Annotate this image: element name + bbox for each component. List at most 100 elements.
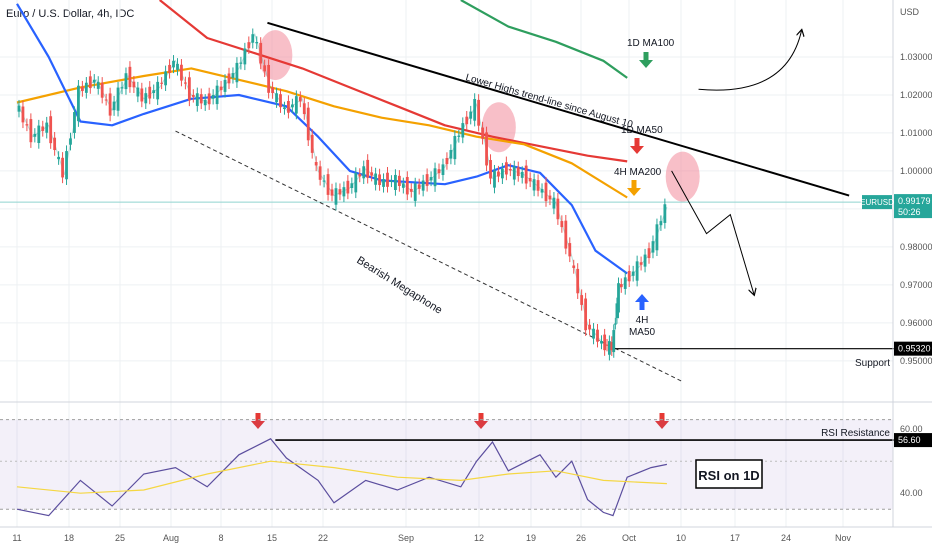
candle-body <box>350 183 354 189</box>
ma50-down-arrow-icon-stem <box>634 138 640 146</box>
candle-body <box>564 220 568 249</box>
candle-body <box>643 254 647 267</box>
symbol-badge-label: EURUSD <box>860 198 894 207</box>
projection-path <box>671 170 754 295</box>
chart-title: Euro / U.S. Dollar, 4h, IDC <box>6 8 135 20</box>
candle-body <box>465 116 469 125</box>
x-tick-label: 10 <box>676 533 686 543</box>
candle-body <box>17 105 21 112</box>
symbol-badge <box>862 195 892 210</box>
x-tick-label: Aug <box>163 533 179 543</box>
x-tick-label: Oct <box>622 533 637 543</box>
candle-body <box>25 124 29 126</box>
candle-body <box>306 107 310 141</box>
candle-body <box>195 93 199 106</box>
candle-body <box>520 171 524 178</box>
candle-body <box>548 195 552 200</box>
candle-body <box>271 87 274 94</box>
candle-body <box>584 298 588 331</box>
ma50-4h-up-arrow-icon-stem <box>639 302 645 310</box>
candle-body <box>572 265 576 268</box>
rsi-down-arrow-icon-1 <box>251 421 265 429</box>
rsi-down-arrow-icon-2 <box>474 421 488 429</box>
candle-body <box>53 137 57 151</box>
candle-body <box>501 168 504 179</box>
ma200-down-arrow-icon-stem <box>631 180 637 188</box>
candle-body <box>92 79 96 83</box>
candle-body <box>477 99 481 126</box>
candle-body <box>655 224 659 251</box>
candle-body <box>421 180 425 191</box>
price-badge-value: 0.99179 <box>898 196 931 206</box>
candle-body <box>160 82 164 84</box>
candle-body <box>290 104 294 108</box>
ma50-4h-label-line2: MA50 <box>629 327 656 338</box>
candle-body <box>77 85 80 122</box>
candle-body <box>532 179 536 191</box>
candle-body <box>528 178 532 182</box>
candle-body <box>366 159 370 178</box>
candle-body <box>453 136 457 160</box>
candle-body <box>580 295 584 305</box>
candle-body <box>267 64 271 93</box>
ma200-label: 4H MA200 <box>614 167 662 178</box>
candle-body <box>65 151 68 180</box>
candle-body <box>612 330 616 353</box>
support-badge-value: 0.95320 <box>898 344 931 354</box>
candle-body <box>397 175 401 186</box>
candle-body <box>358 173 362 177</box>
rsi-line-rsi <box>16 438 668 517</box>
candle-body <box>401 183 405 188</box>
ma50-4h-label-line1: 4H <box>636 315 649 326</box>
candle-body <box>354 173 358 193</box>
candle-body <box>592 328 595 339</box>
candle-body <box>279 94 282 108</box>
x-tick-label: 22 <box>318 533 328 543</box>
candle-body <box>334 188 338 205</box>
candle-body <box>243 48 247 65</box>
candle-body <box>207 93 211 105</box>
lower-highs-trendline <box>267 21 850 197</box>
x-tick-label: 18 <box>64 533 74 543</box>
candle-body <box>215 85 219 105</box>
candle-body <box>251 34 255 43</box>
candle-body <box>259 42 263 64</box>
rsi-line-rsi-ma <box>16 460 667 494</box>
candle-body <box>342 187 346 197</box>
candle-body <box>283 107 286 110</box>
candle-body <box>235 62 239 83</box>
x-tick-label: 19 <box>526 533 536 543</box>
candle-body <box>508 169 512 171</box>
candle-body <box>314 161 318 166</box>
candle-body <box>223 79 227 92</box>
candle-body <box>263 65 267 72</box>
ma-line-1d-ma100 <box>460 0 628 79</box>
candle-body <box>49 116 53 144</box>
support-label: Support <box>855 358 890 369</box>
candle-body <box>41 126 45 131</box>
candle-body <box>425 174 429 186</box>
candle-body <box>61 157 64 178</box>
candle-body <box>310 134 314 153</box>
rsi-resistance-label: RSI Resistance <box>821 428 890 439</box>
ma50-label: 1D MA50 <box>621 125 663 136</box>
ma50-down-arrow-icon <box>630 146 644 154</box>
candle-body <box>390 180 393 182</box>
candle-body <box>600 340 603 344</box>
rsi-down-arrow-icon-2-stem <box>478 413 484 421</box>
candle-body <box>461 123 465 138</box>
support-badge <box>894 341 932 356</box>
y-tick-label: 1.01000 <box>900 128 932 138</box>
ma100-down-arrow-icon-stem <box>643 52 649 60</box>
candle-body <box>386 172 389 187</box>
candle-body <box>631 271 635 276</box>
candle-body <box>219 86 223 91</box>
x-tick-label: 12 <box>474 533 484 543</box>
x-tick-label: 8 <box>218 533 223 543</box>
candle-body <box>112 101 116 111</box>
candle-body <box>504 162 508 175</box>
rsi-box-label: RSI on 1D <box>698 468 759 483</box>
ma50-4h-up-arrow-icon <box>635 294 649 302</box>
candle-body <box>497 171 500 177</box>
